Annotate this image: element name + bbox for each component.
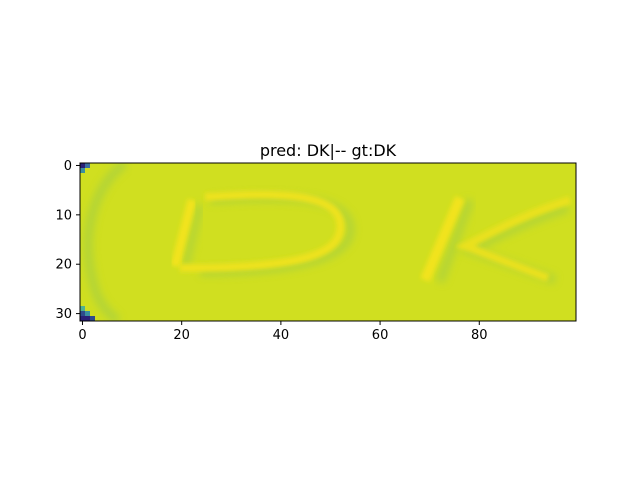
y-tick-label: 30	[55, 307, 72, 322]
plot-frame	[79, 162, 577, 322]
x-tick-label: 80	[471, 328, 488, 343]
x-tick-label: 40	[273, 328, 290, 343]
letter-d-glyph	[170, 190, 355, 276]
x-tick-label: 60	[372, 328, 389, 343]
letter-k-glyph	[420, 196, 572, 285]
x-axis: 0 20 40 60 80	[78, 321, 488, 343]
y-tick-label: 10	[55, 208, 72, 223]
x-tick-label: 0	[78, 328, 86, 343]
chart-title: pred: DK|-- gt:DK	[260, 141, 397, 160]
y-axis: 0 10 20 30	[55, 159, 80, 322]
x-tick-label: 20	[173, 328, 190, 343]
y-tick-label: 20	[55, 258, 72, 273]
left-curve-shadow	[83, 163, 128, 321]
corner-dark-pixels	[80, 163, 95, 321]
heatmap-plot	[80, 163, 576, 321]
heatmap-background	[80, 163, 576, 321]
y-tick-label: 0	[64, 159, 72, 174]
